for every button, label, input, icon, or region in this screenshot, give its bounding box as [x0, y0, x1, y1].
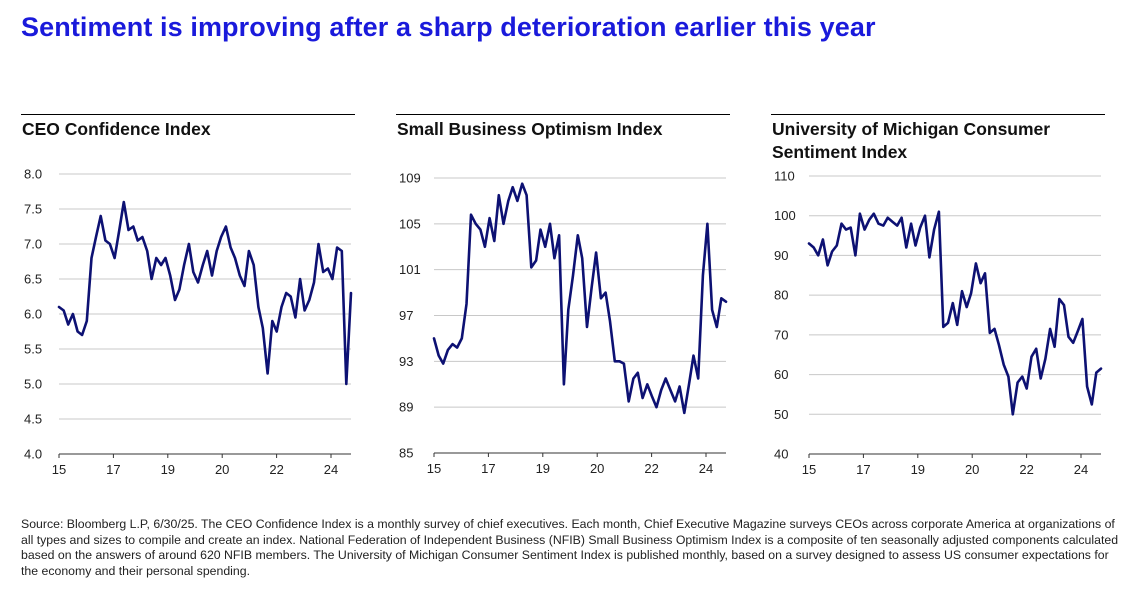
- y-tick-label: 85: [399, 446, 413, 461]
- y-tick-label: 6.5: [24, 272, 42, 287]
- x-tick-label: 17: [106, 462, 120, 477]
- series-line: [57, 200, 353, 386]
- y-tick-label: 5.0: [24, 377, 42, 392]
- chart-title: University of Michigan Consumer Sentimen…: [772, 119, 1051, 162]
- y-tick-label: 109: [399, 171, 421, 186]
- y-tick-label: 50: [774, 407, 788, 422]
- source-footnote: Source: Bloomberg L.P, 6/30/25. The CEO …: [21, 517, 1119, 578]
- y-tick-label: 5.5: [24, 342, 42, 357]
- x-tick-label: 17: [856, 462, 870, 477]
- consumer-sentiment-chart: 40 50 60 70 80 90 100 110 15 17 19 20 22 24: [774, 169, 1103, 477]
- x-tick-label: 15: [802, 462, 816, 477]
- y-tick-label: 7.0: [24, 237, 42, 252]
- y-tick-label: 60: [774, 367, 788, 382]
- ceo-confidence-panel: CEO Confidence Index 4.0 4.5 5.0 5.5 6.0 6.5 7…: [21, 114, 355, 484]
- x-tick-label: 20: [965, 462, 979, 477]
- x-tick-label: 19: [911, 462, 925, 477]
- x-tick-label: 22: [1019, 462, 1033, 477]
- x-tick-label: 24: [699, 461, 713, 476]
- x-tick-label: 15: [52, 462, 66, 477]
- x-tick-label: 17: [481, 461, 495, 476]
- y-tick-label: 8.0: [24, 167, 42, 182]
- y-tick-label: 80: [774, 288, 788, 303]
- page-title: Sentiment is improving after a sharp det…: [21, 12, 876, 42]
- y-tick-label: 90: [774, 248, 788, 263]
- panel-top-rule: [21, 114, 355, 115]
- ceo-confidence-chart: 4.0 4.5 5.0 5.5 6.0 6.5 7.0 7.5 8.0 15 17 19 20 22 24: [24, 167, 353, 477]
- y-tick-label: 4.5: [24, 412, 42, 427]
- x-tick-label: 20: [215, 462, 229, 477]
- y-tick-label: 101: [399, 262, 421, 277]
- y-tick-label: 7.5: [24, 202, 42, 217]
- x-tick-label: 15: [427, 461, 441, 476]
- chart-title: CEO Confidence Index: [22, 119, 211, 139]
- x-tick-label: 22: [644, 461, 658, 476]
- x-tick-label: 22: [269, 462, 283, 477]
- series-line: [432, 182, 728, 415]
- x-tick-label: 20: [590, 461, 604, 476]
- series-line: [807, 210, 1103, 416]
- x-tick-label: 19: [161, 462, 175, 477]
- x-tick-label: 19: [536, 461, 550, 476]
- y-tick-label: 93: [399, 354, 413, 369]
- y-tick-label: 100: [774, 208, 796, 223]
- y-tick-label: 105: [399, 216, 421, 231]
- y-tick-label: 4.0: [24, 447, 42, 462]
- x-tick-label: 24: [1074, 462, 1088, 477]
- x-tick-label: 24: [324, 462, 338, 477]
- y-tick-label: 110: [774, 169, 795, 184]
- y-tick-label: 97: [399, 308, 413, 323]
- panel-top-rule: [771, 114, 1105, 115]
- y-tick-label: 6.0: [24, 307, 42, 322]
- small-business-chart: 85 89 93 97 101 105 109 15 17 19 20 22 24: [399, 171, 728, 476]
- y-tick-label: 40: [774, 447, 788, 462]
- small-business-panel: Small Business Optimism Index 85 89 93 97 10…: [396, 114, 730, 484]
- chart-title: Small Business Optimism Index: [397, 119, 663, 139]
- consumer-sentiment-panel: University of Michigan Consumer Sentimen…: [771, 114, 1105, 484]
- y-tick-label: 70: [774, 327, 788, 342]
- panel-top-rule: [396, 114, 730, 115]
- y-tick-label: 89: [399, 400, 413, 415]
